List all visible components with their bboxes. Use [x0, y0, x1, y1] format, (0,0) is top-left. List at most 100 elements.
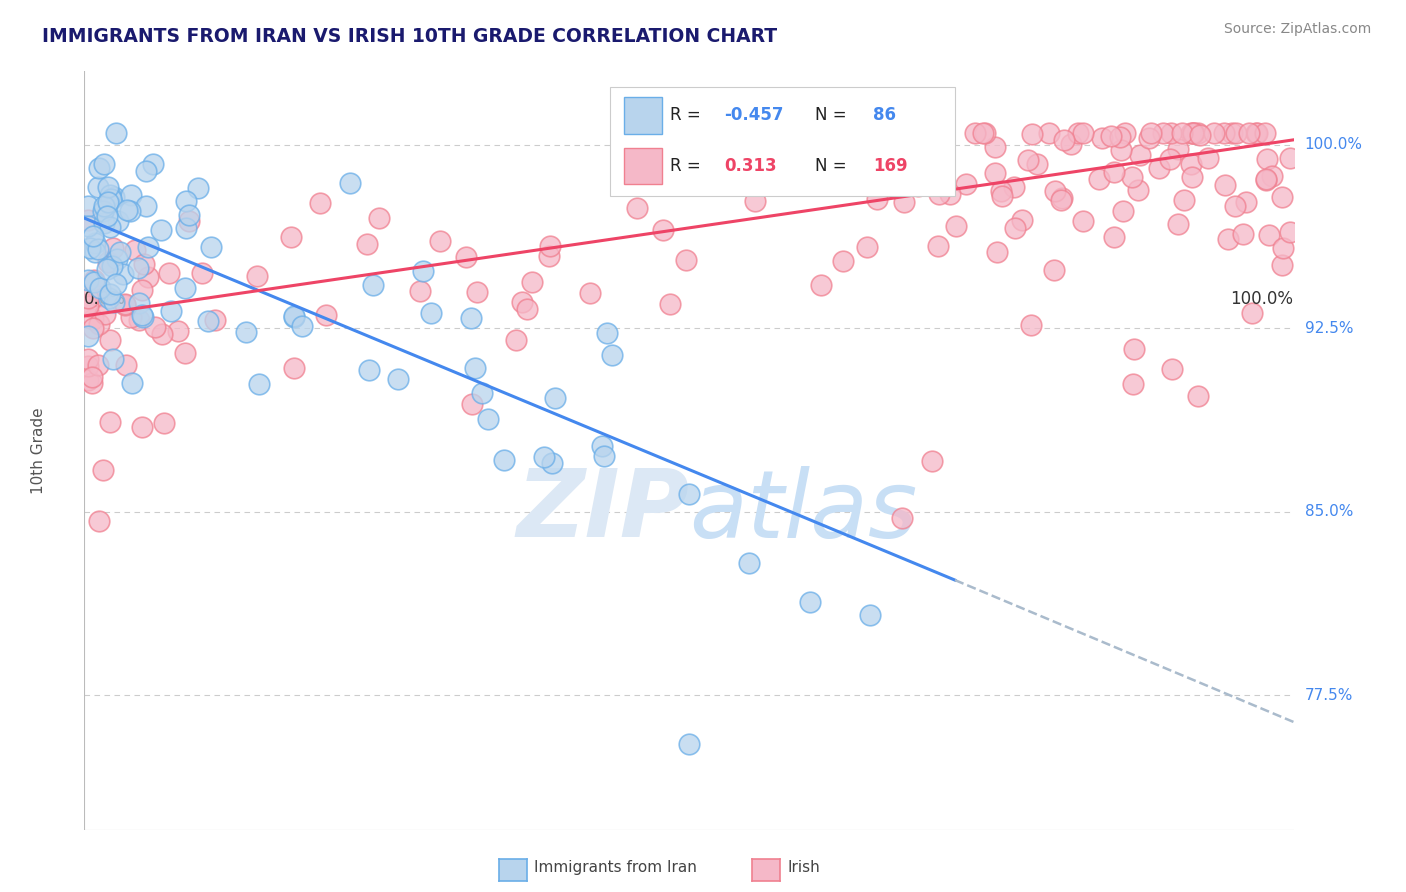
Point [510, 295, 533, 310]
Point [859, 608, 882, 623]
Point [890, 511, 912, 525]
Point [1160, 126, 1182, 140]
Point [77, 199, 100, 213]
Point [928, 186, 950, 201]
Point [1181, 126, 1204, 140]
Point [1104, 229, 1126, 244]
Point [1045, 184, 1067, 198]
Point [77, 300, 100, 314]
Point [157, 266, 180, 280]
Point [131, 309, 153, 323]
Point [387, 372, 409, 386]
Point [1108, 130, 1130, 145]
Point [1129, 148, 1152, 162]
Point [356, 236, 378, 251]
Point [1246, 126, 1268, 140]
Point [1021, 127, 1043, 141]
Point [963, 126, 986, 140]
Point [537, 249, 560, 263]
Point [1180, 126, 1202, 140]
Point [143, 320, 166, 334]
Text: 86: 86 [873, 106, 896, 124]
Point [1167, 142, 1189, 156]
Point [1160, 362, 1182, 376]
Point [138, 270, 160, 285]
Point [87, 161, 110, 175]
Point [361, 278, 384, 293]
Point [921, 454, 943, 468]
Text: Source: ZipAtlas.com: Source: ZipAtlas.com [1223, 22, 1371, 37]
Point [82, 311, 104, 326]
Point [100, 192, 122, 206]
Point [93, 307, 115, 321]
Point [77, 219, 100, 233]
Point [1038, 126, 1060, 140]
Point [174, 345, 197, 359]
Point [104, 277, 127, 291]
Point [1122, 376, 1144, 391]
Point [77, 351, 100, 366]
Point [315, 308, 337, 322]
Point [368, 211, 391, 226]
Point [984, 166, 1007, 180]
Point [87, 242, 110, 256]
Point [77, 359, 100, 373]
Point [114, 297, 136, 311]
Point [744, 194, 766, 208]
Point [1121, 169, 1143, 184]
Point [121, 376, 143, 391]
Point [626, 201, 648, 215]
Point [492, 453, 515, 467]
FancyBboxPatch shape [624, 148, 662, 184]
Point [856, 240, 879, 254]
Point [1152, 126, 1174, 140]
Point [1202, 126, 1225, 140]
Point [1026, 157, 1049, 171]
Point [115, 202, 138, 217]
Point [1128, 183, 1150, 197]
Point [1197, 151, 1219, 165]
Point [191, 266, 214, 280]
Point [1140, 126, 1163, 140]
Point [1109, 143, 1132, 157]
Point [138, 240, 160, 254]
Point [173, 281, 195, 295]
Point [82, 228, 104, 243]
Point [1091, 131, 1114, 145]
Point [82, 370, 104, 384]
FancyBboxPatch shape [624, 97, 662, 134]
Point [87, 289, 110, 303]
Point [200, 239, 222, 253]
Point [110, 244, 132, 259]
Point [91, 463, 114, 477]
Point [98, 287, 121, 301]
Point [652, 223, 675, 237]
Point [974, 126, 997, 140]
Point [894, 157, 917, 171]
Point [77, 373, 100, 387]
Point [128, 312, 150, 326]
Text: 10th Grade: 10th Grade [31, 407, 46, 494]
Point [118, 204, 141, 219]
Point [460, 311, 482, 326]
Point [1011, 213, 1033, 227]
Point [905, 126, 928, 140]
Point [1215, 178, 1237, 192]
Point [1271, 259, 1294, 273]
Point [1167, 218, 1189, 232]
Text: 0.0%: 0.0% [84, 290, 127, 308]
Point [1114, 126, 1136, 140]
Point [1256, 173, 1278, 187]
Point [1071, 213, 1094, 227]
Point [107, 214, 129, 228]
Point [82, 320, 104, 334]
Point [738, 556, 761, 570]
Point [280, 230, 302, 244]
Text: 100.0%: 100.0% [1230, 290, 1294, 308]
Point [1256, 153, 1278, 167]
Text: 100.0%: 100.0% [1305, 137, 1362, 153]
Point [1102, 165, 1125, 179]
Point [1187, 126, 1209, 140]
Point [114, 359, 136, 373]
Point [1173, 193, 1195, 207]
